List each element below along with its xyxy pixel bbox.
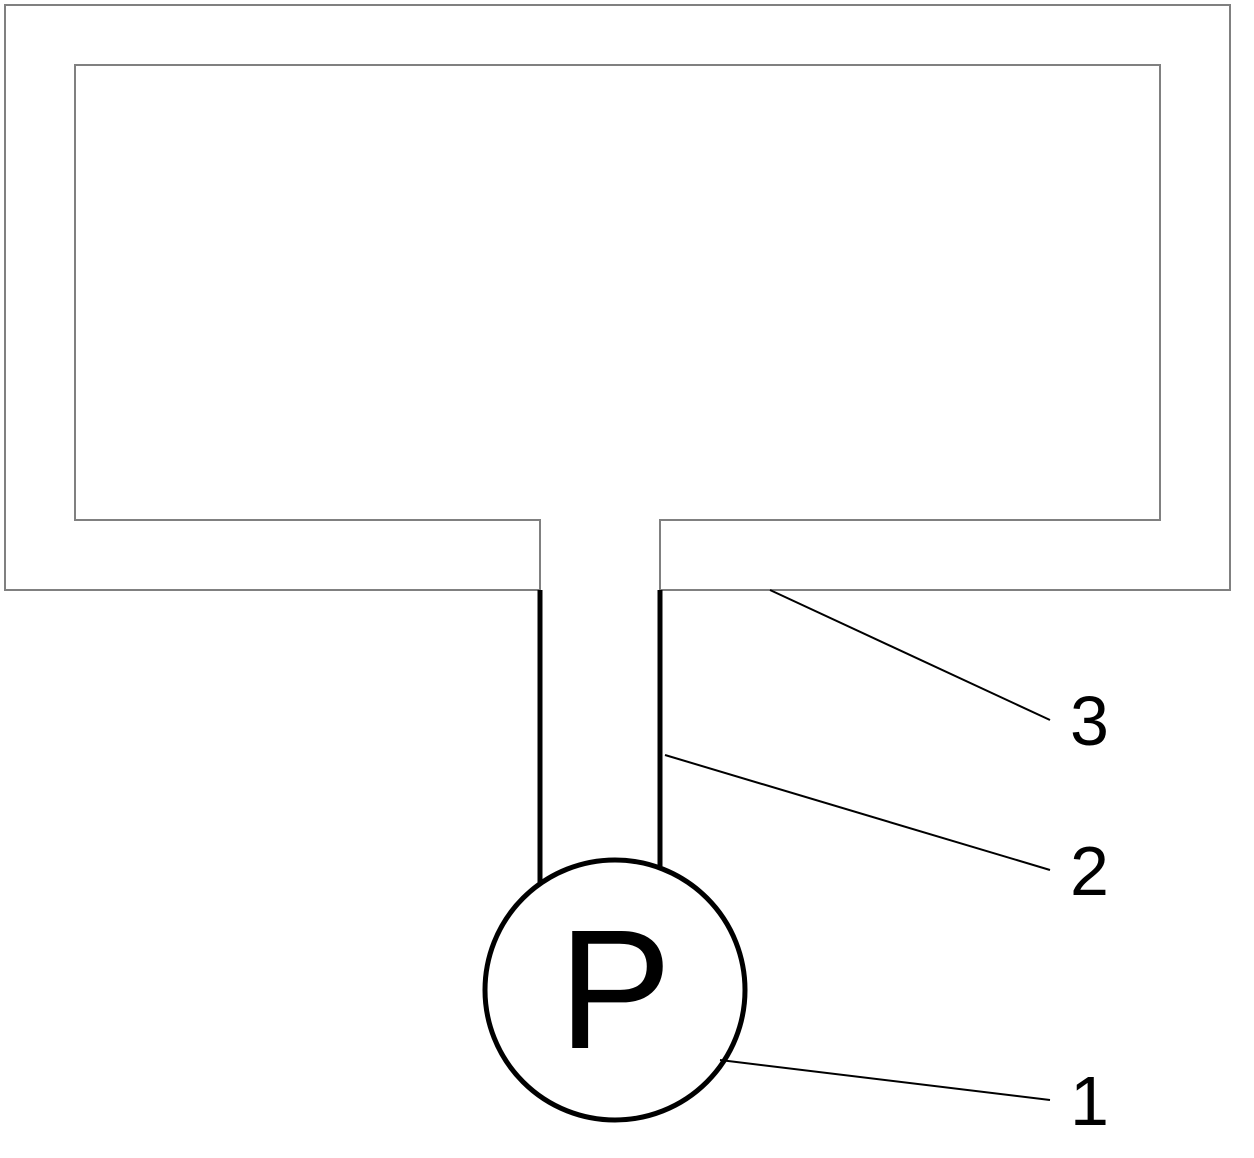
callout-label-1: 1	[1070, 1062, 1109, 1140]
schematic-diagram: P 3 2 1	[0, 0, 1254, 1158]
pump-label: P	[558, 895, 671, 1085]
callout-label-2: 2	[1070, 832, 1109, 910]
callout-label-3: 3	[1070, 682, 1109, 760]
